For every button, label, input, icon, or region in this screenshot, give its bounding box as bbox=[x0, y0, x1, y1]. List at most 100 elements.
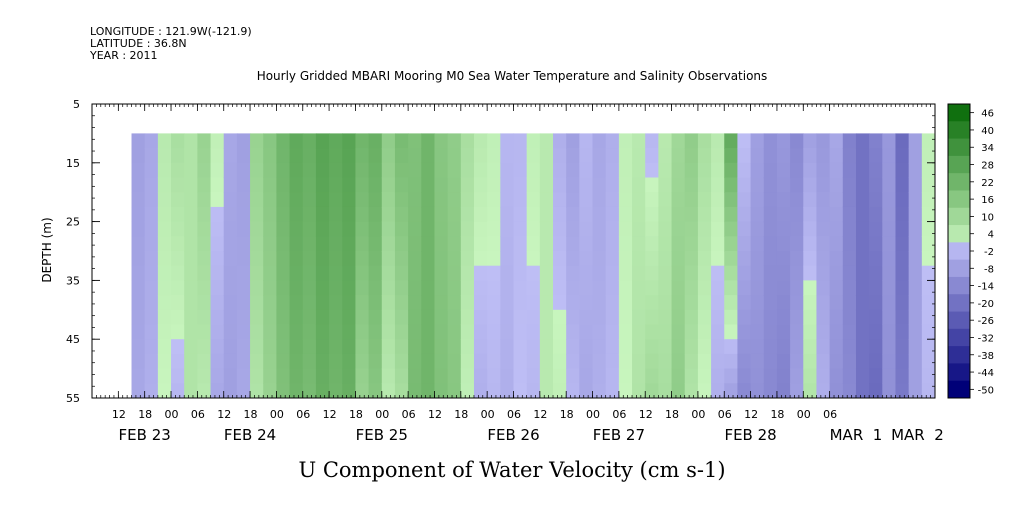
heatmap-cell bbox=[171, 162, 185, 179]
heatmap-cell bbox=[645, 324, 659, 340]
heatmap-cell bbox=[526, 251, 541, 267]
heatmap-cell bbox=[421, 221, 436, 237]
heatmap-cell bbox=[394, 221, 409, 237]
heatmap-cell bbox=[882, 251, 897, 267]
heatmap-cell bbox=[342, 192, 357, 208]
heatmap-cell bbox=[829, 309, 844, 326]
heatmap-cell bbox=[632, 324, 646, 340]
heatmap-cell bbox=[605, 192, 620, 208]
colorbar-swatch bbox=[948, 190, 970, 209]
heatmap-cell bbox=[803, 280, 818, 296]
heatmap-cell bbox=[750, 353, 765, 370]
heatmap-cell bbox=[632, 368, 646, 384]
heatmap-cell bbox=[855, 295, 870, 311]
heatmap-cell bbox=[408, 177, 422, 193]
heatmap-cell bbox=[197, 133, 212, 149]
heatmap-cell bbox=[618, 133, 633, 149]
heatmap-cell bbox=[434, 280, 449, 296]
heatmap-cell bbox=[842, 236, 857, 252]
heatmap-cell bbox=[355, 280, 370, 296]
heatmap-cell bbox=[250, 236, 264, 252]
heatmap-cell bbox=[197, 162, 212, 179]
heatmap-cell bbox=[816, 177, 831, 193]
heatmap-cell bbox=[855, 192, 870, 208]
heatmap-cell bbox=[171, 192, 185, 208]
heatmap-cell bbox=[355, 162, 370, 179]
heatmap-cell bbox=[144, 309, 159, 326]
colorbar: 46 40 34 28 22 16 10 4 -2 -8 -14 -20 -26 -32 -38 -44 -50 bbox=[947, 103, 994, 399]
heatmap-cell bbox=[302, 383, 317, 398]
heatmap-cell bbox=[197, 148, 212, 164]
heatmap-cell bbox=[566, 251, 580, 267]
heatmap-cell bbox=[855, 339, 870, 355]
heatmap-cell bbox=[197, 206, 212, 223]
heatmap-cell bbox=[895, 295, 910, 311]
heatmap-cell bbox=[803, 192, 818, 208]
heatmap-cell bbox=[855, 221, 870, 237]
heatmap-cell bbox=[526, 133, 541, 149]
heatmap-cell bbox=[447, 368, 462, 384]
heatmap-cell bbox=[276, 280, 291, 296]
heatmap-cell bbox=[790, 309, 804, 326]
heatmap-cell bbox=[171, 295, 185, 311]
heatmap-cell bbox=[447, 280, 462, 296]
heatmap-cell bbox=[460, 133, 475, 149]
colorbar-swatch bbox=[948, 225, 970, 243]
heatmap-cell bbox=[513, 368, 528, 384]
heatmap-cell bbox=[513, 309, 528, 326]
heatmap-cell bbox=[855, 383, 870, 398]
heatmap-cell bbox=[500, 162, 515, 179]
colorbar-label: 46 bbox=[981, 109, 994, 120]
heatmap-cell bbox=[842, 251, 857, 267]
heatmap-cell bbox=[184, 221, 198, 237]
heatmap-cell bbox=[645, 339, 659, 355]
heatmap-cell bbox=[776, 368, 791, 384]
heatmap-cell bbox=[553, 133, 567, 149]
heatmap-cell bbox=[553, 221, 567, 237]
heatmap-cell bbox=[210, 353, 225, 370]
heatmap-cell bbox=[684, 162, 699, 179]
heatmap-cell bbox=[803, 133, 818, 149]
x-hour-ticks: 12 18 00 06 12 18 00 06 12 18 00 06 12 18 00 06 12 18 00 06… bbox=[112, 104, 837, 421]
heatmap-cell bbox=[473, 177, 488, 193]
heatmap-cell bbox=[276, 148, 291, 164]
heatmap-cell bbox=[329, 251, 343, 267]
heatmap-cell bbox=[302, 295, 317, 311]
heatmap-cell bbox=[645, 309, 659, 326]
heatmap-cell bbox=[671, 324, 686, 340]
heatmap-cell bbox=[171, 148, 185, 164]
heatmap-cell bbox=[697, 162, 712, 179]
heatmap-cell bbox=[605, 177, 620, 193]
heatmap-cell bbox=[684, 309, 699, 326]
heatmap-cell bbox=[803, 295, 818, 311]
heatmap-cell bbox=[276, 236, 291, 252]
heatmap-cell bbox=[250, 309, 264, 326]
heatmap-cell bbox=[882, 324, 897, 340]
heatmap-cell bbox=[671, 383, 686, 398]
heatmap-cell bbox=[250, 133, 264, 149]
heatmap-cell bbox=[921, 309, 935, 326]
heatmap-cell bbox=[737, 251, 752, 267]
heatmap-cell bbox=[236, 295, 251, 311]
heatmap-cell bbox=[131, 383, 146, 398]
heatmap-cell bbox=[776, 133, 791, 149]
heatmap-cell bbox=[460, 236, 475, 252]
heatmap-cell bbox=[632, 251, 646, 267]
heatmap-cell bbox=[487, 133, 501, 149]
heatmap-cell bbox=[513, 148, 528, 164]
heatmap-cell bbox=[895, 383, 910, 398]
heatmap-cell bbox=[210, 324, 225, 340]
heatmap-cell bbox=[592, 177, 607, 193]
heatmap-cell bbox=[250, 192, 264, 208]
heatmap-cell bbox=[210, 280, 225, 296]
heatmap-cell bbox=[473, 265, 488, 281]
heatmap-cell bbox=[381, 162, 396, 179]
heatmap-cell bbox=[829, 339, 844, 355]
heatmap-cell bbox=[315, 280, 330, 296]
heatmap-cell bbox=[500, 339, 515, 355]
heatmap-cell bbox=[513, 251, 528, 267]
heatmap-cell bbox=[236, 368, 251, 384]
heatmap-cell bbox=[776, 324, 791, 340]
heatmap-cell bbox=[869, 324, 883, 340]
x-hour-label: 12 bbox=[744, 408, 758, 421]
